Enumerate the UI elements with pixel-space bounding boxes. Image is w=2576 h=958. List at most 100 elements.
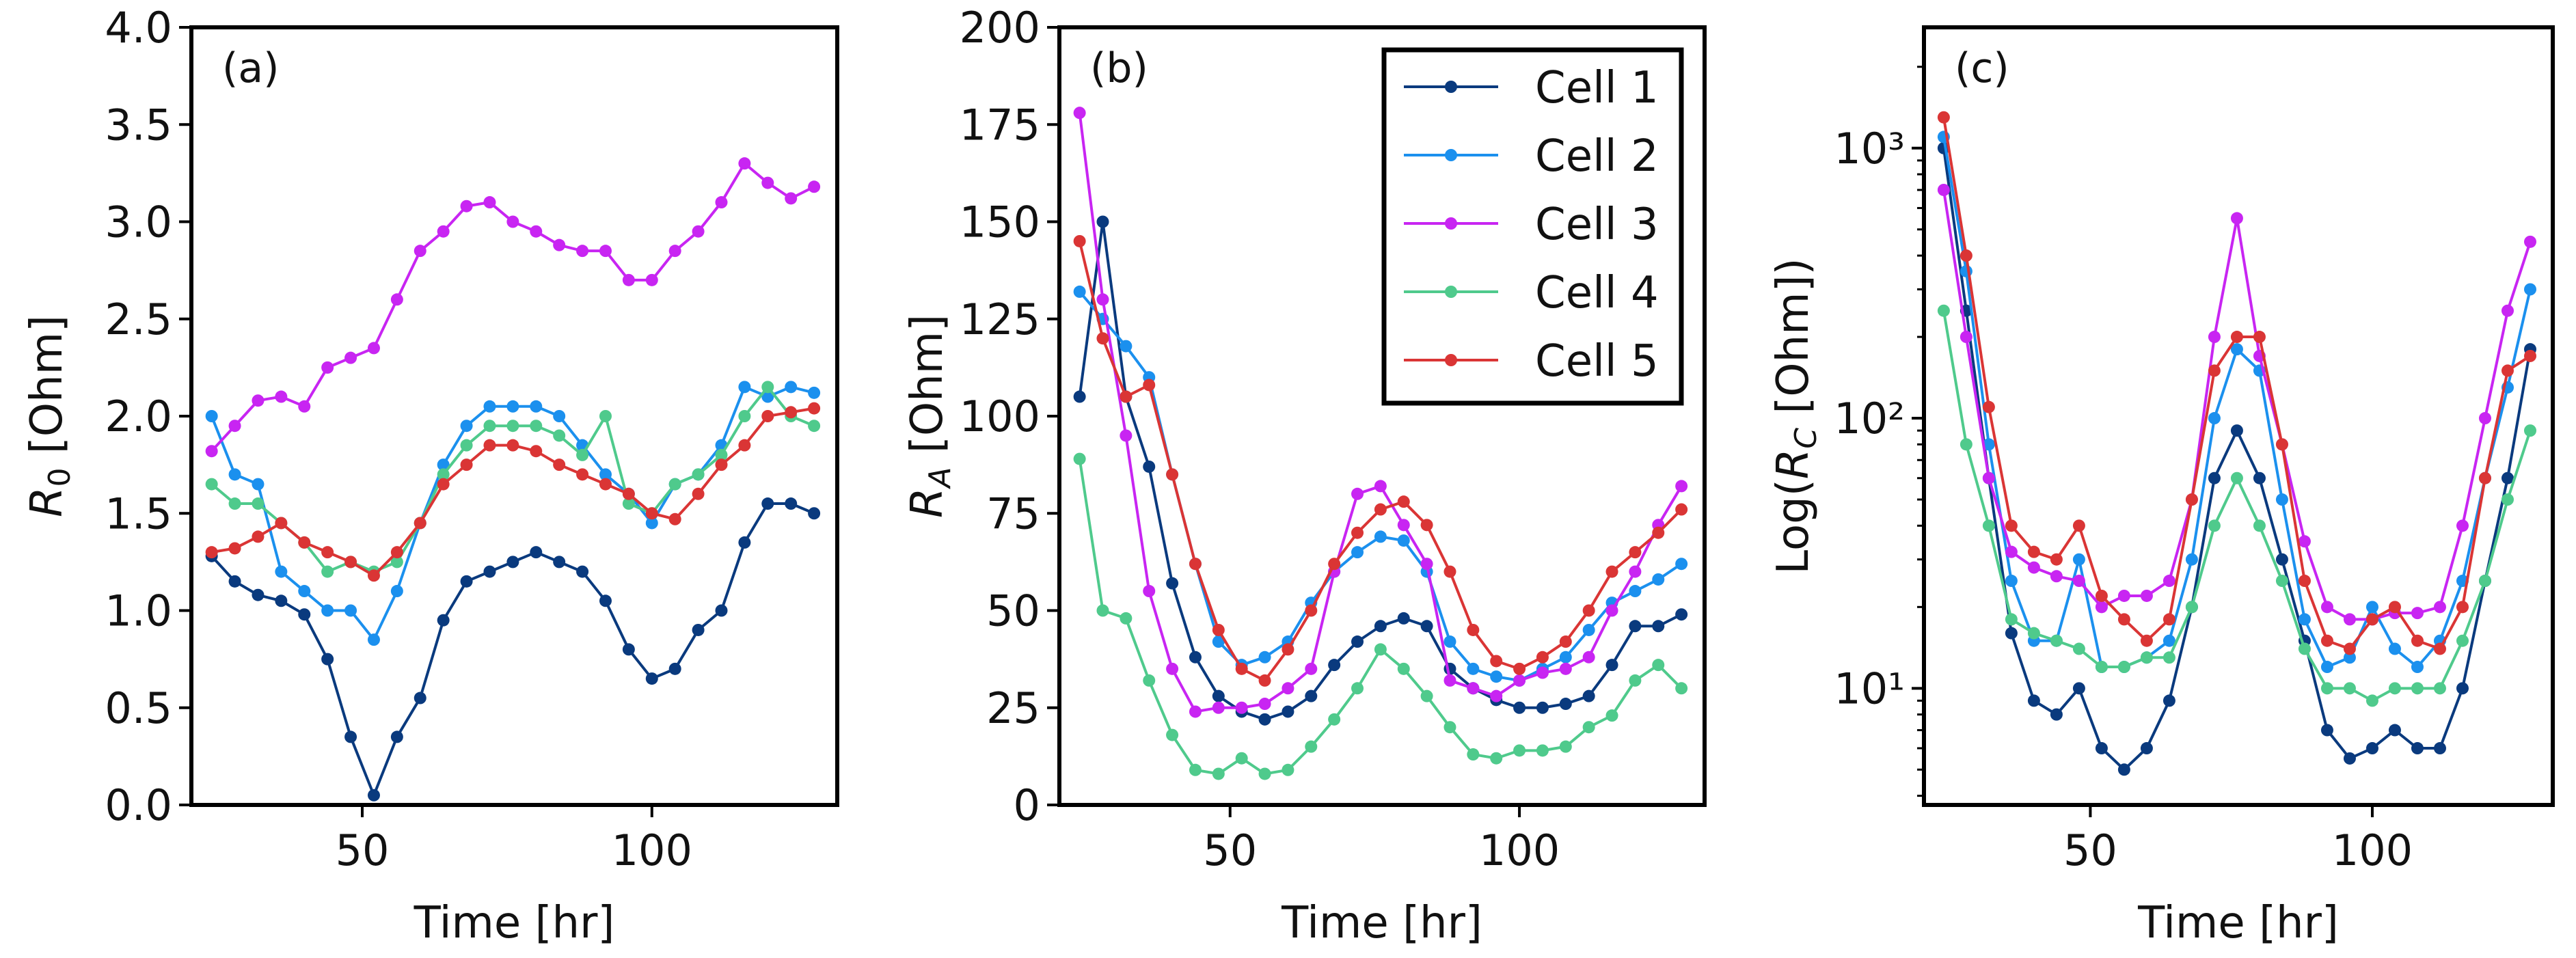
data-point-cell-2 [483,400,496,413]
data-point-cell-1 [2230,424,2243,437]
data-point-cell-1 [576,565,589,578]
data-point-cell-1 [1652,620,1665,633]
data-point-cell-5 [2072,519,2085,532]
data-point-cell-1 [1328,659,1341,672]
data-point-cell-5 [715,459,728,471]
data-point-cell-3 [1282,682,1294,695]
x-tick-label: 100 [2332,825,2413,875]
data-point-cell-4 [1305,740,1318,753]
data-point-cell-2 [390,585,403,598]
data-point-cell-5 [1282,643,1294,656]
data-point-cell-2 [1629,585,1642,598]
data-point-cell-4 [1559,740,1572,753]
data-point-cell-5 [2163,613,2175,626]
data-point-cell-3 [2117,589,2130,602]
data-point-cell-1 [1305,689,1318,702]
data-point-cell-3 [1629,565,1642,578]
data-point-cell-4 [692,468,705,481]
data-point-cell-3 [1374,480,1387,493]
data-point-cell-1 [2253,471,2266,484]
data-point-cell-3 [1143,585,1156,598]
series-group [1937,111,2536,776]
data-point-cell-3 [2005,545,2018,558]
data-point-cell-5 [2117,613,2130,626]
y-tick-label: 10³ [1834,124,1905,174]
data-point-cell-3 [2027,561,2040,574]
data-point-cell-1 [715,604,728,617]
data-point-cell-4 [1937,304,1950,317]
data-point-cell-5 [1096,332,1109,345]
y-axis-label: Log(RC [Ohm]) [1768,258,1823,574]
data-point-cell-5 [1258,674,1271,687]
data-point-cell-4 [1675,682,1688,695]
data-point-cell-5 [2140,634,2153,647]
data-point-cell-4 [1652,659,1665,672]
data-point-cell-5 [321,546,334,559]
data-point-cell-3 [506,215,519,228]
data-point-cell-3 [1189,705,1202,718]
data-point-cell-5 [2523,349,2536,362]
data-point-cell-1 [228,575,241,588]
data-point-cell-2 [2411,661,2424,674]
series-line-cell-1 [1942,148,2532,772]
data-point-cell-4 [599,410,612,422]
legend-marker [1445,149,1457,161]
legend-box [1381,47,1684,406]
panel-label: (c) [1955,44,2009,92]
data-point-cell-2 [2185,553,2198,566]
legend-label: Cell 3 [1535,200,1659,250]
data-point-cell-2 [785,381,798,394]
data-point-cell-4 [1258,767,1271,780]
data-point-cell-1 [1605,659,1618,672]
data-point-cell-5 [344,556,357,569]
data-point-cell-1 [1189,651,1202,663]
data-point-cell-1 [2320,724,2333,737]
data-point-cell-1 [1166,577,1179,590]
data-point-cell-5 [437,478,450,491]
data-point-cell-1 [1582,689,1595,702]
data-point-cell-4 [252,497,265,510]
data-point-cell-5 [1328,558,1341,571]
data-point-cell-2 [2365,601,2378,614]
data-point-cell-4 [738,410,751,422]
data-point-cell-3 [530,225,543,238]
data-point-cell-4 [576,448,589,461]
data-point-cell-3 [2140,589,2153,602]
data-point-cell-5 [1960,249,1972,262]
data-point-cell-5 [390,546,403,559]
data-point-cell-5 [1166,468,1179,481]
data-point-cell-4 [2027,627,2040,640]
data-point-cell-3 [622,273,635,286]
data-point-cell-5 [2275,438,2288,451]
legend-marker [1445,354,1457,366]
data-point-cell-4 [1605,709,1618,722]
data-point-cell-1 [413,692,426,704]
data-point-cell-3 [344,351,357,364]
data-point-cell-4 [228,497,241,510]
y-tick-label: 75 [986,489,1040,538]
data-point-cell-1 [321,653,334,666]
y-tick-label: 4.0 [105,3,172,53]
legend-entry: Cell 2 [1404,131,1659,182]
data-point-cell-2 [2523,283,2536,296]
y-tick-label: 150 [960,197,1040,247]
data-point-cell-2 [2320,661,2333,674]
panel-b: 50 100 0 25 50 75 100 125 150 175 200 Time [hr] RA [… [902,3,1707,948]
data-point-cell-5 [2343,642,2356,655]
panel-label: (b) [1090,44,1148,92]
data-point-cell-3 [1420,558,1433,571]
data-point-cell-5 [2456,601,2469,614]
data-point-cell-1 [2501,471,2514,484]
data-point-cell-4 [715,448,728,461]
data-point-cell-4 [321,565,334,578]
data-point-cell-4 [2005,613,2018,626]
data-point-cell-3 [2501,304,2514,317]
data-point-cell-2 [2388,642,2401,655]
data-point-cell-4 [1397,662,1410,675]
data-point-cell-5 [1212,623,1225,636]
x-tick-label: 100 [1479,825,1560,875]
data-point-cell-4 [1351,682,1364,695]
data-point-cell-2 [1675,558,1688,571]
data-point-cell-5 [205,546,218,559]
